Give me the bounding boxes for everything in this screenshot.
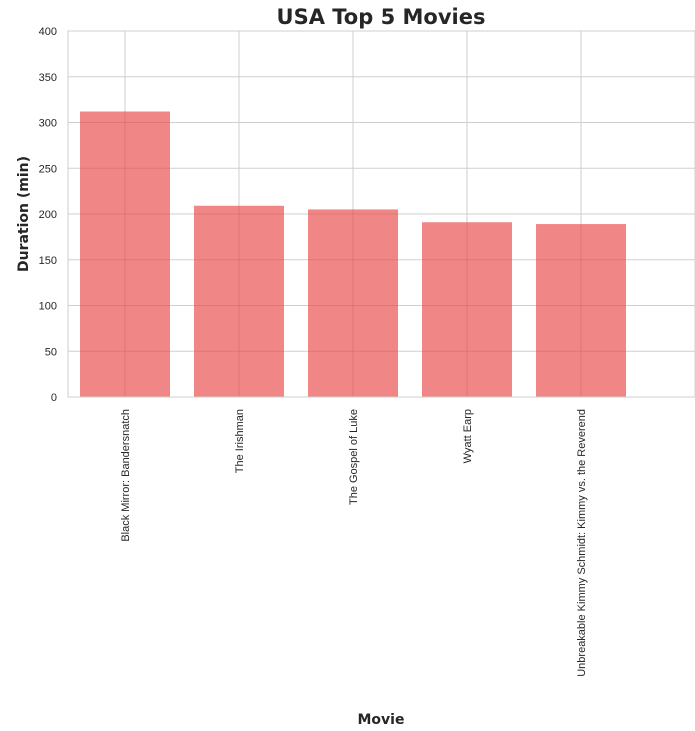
y-tick-label: 300 xyxy=(39,118,57,130)
x-tick-label: Black Mirror: Bandersnatch xyxy=(120,409,132,542)
bar xyxy=(80,111,170,398)
x-tick-labels: Black Mirror: Bandersnatch The Irishman Th… xyxy=(120,409,588,677)
x-tick-label: Unbreakable Kimmy Schmidt: Kimmy vs. the… xyxy=(576,409,588,677)
y-tick-label: 150 xyxy=(39,255,57,267)
x-axis-label: Movie xyxy=(358,712,405,728)
x-tick-label: The Gospel of Luke xyxy=(348,409,360,505)
x-tick-label: The Irishman xyxy=(234,409,246,473)
bars xyxy=(80,111,626,398)
y-axis-label: Duration (min) xyxy=(16,156,32,272)
y-tick-label: 0 xyxy=(51,392,57,404)
y-tick-labels: 0 50 100 150 200 250 300 350 400 xyxy=(39,26,57,404)
y-tick-label: 100 xyxy=(39,301,57,313)
x-tick-label: Wyatt Earp xyxy=(462,409,474,463)
y-tick-label: 200 xyxy=(39,209,57,221)
chart-title: USA Top 5 Movies xyxy=(277,5,486,29)
y-tick-label: 50 xyxy=(45,346,57,358)
y-tick-label: 400 xyxy=(39,26,57,38)
bar xyxy=(536,224,626,397)
bar xyxy=(422,222,512,397)
bar xyxy=(194,205,284,397)
y-tick-label: 350 xyxy=(39,72,57,84)
plot-frame xyxy=(67,30,695,398)
bar xyxy=(308,209,398,397)
y-tick-label: 250 xyxy=(39,163,57,175)
